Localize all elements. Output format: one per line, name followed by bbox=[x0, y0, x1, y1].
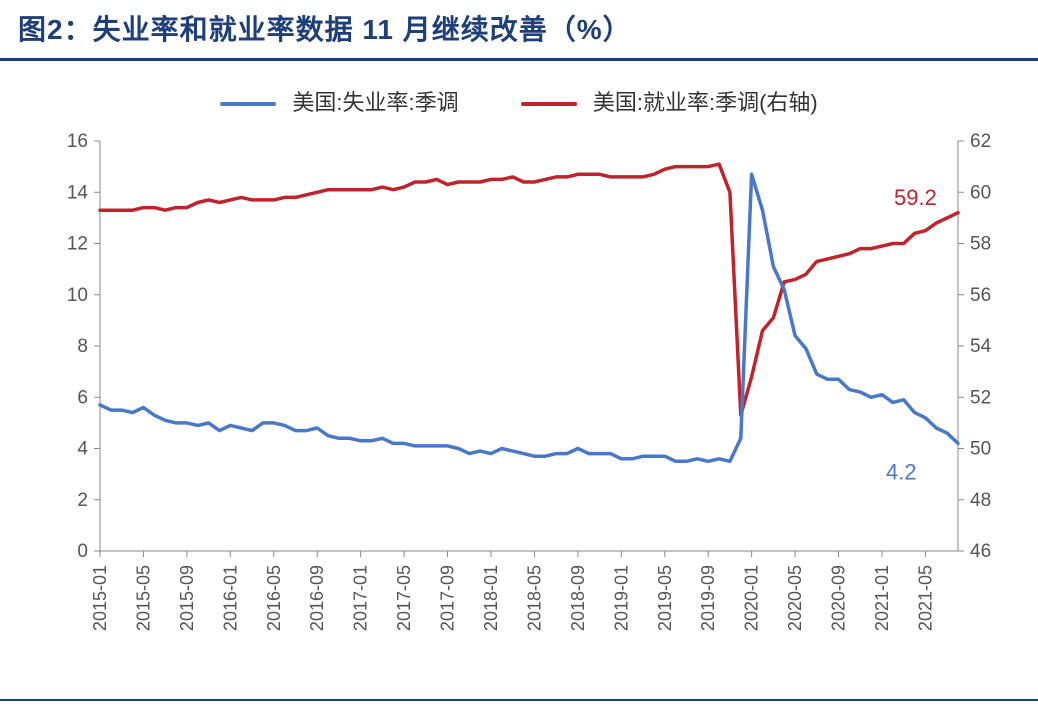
bottom-rule bbox=[0, 699, 1038, 701]
svg-text:2019-01: 2019-01 bbox=[611, 565, 631, 631]
svg-text:6: 6 bbox=[77, 387, 88, 408]
svg-text:62: 62 bbox=[970, 131, 991, 152]
svg-text:60: 60 bbox=[970, 182, 991, 203]
legend-item-unemp: 美国:失业率:季调 bbox=[220, 85, 458, 117]
svg-text:2017-01: 2017-01 bbox=[351, 565, 371, 631]
figure-container: 图2：失业率和就业率数据 11 月继续改善（%） 美国:失业率:季调 美国:就业… bbox=[0, 0, 1038, 712]
svg-text:2020-05: 2020-05 bbox=[785, 565, 805, 631]
figure-title: 图2：失业率和就业率数据 11 月继续改善（%） bbox=[0, 0, 1038, 61]
svg-text:2020-01: 2020-01 bbox=[742, 565, 762, 631]
svg-text:2019-05: 2019-05 bbox=[655, 565, 675, 631]
legend-label-emp: 美国:就业率:季调(右轴) bbox=[593, 90, 818, 115]
legend-swatch-emp bbox=[521, 102, 577, 106]
svg-text:58: 58 bbox=[970, 234, 991, 255]
chart-area: 美国:失业率:季调 美国:就业率:季调(右轴) 0246810121416464… bbox=[0, 61, 1038, 701]
svg-text:12: 12 bbox=[67, 234, 88, 255]
svg-text:2015-05: 2015-05 bbox=[133, 565, 153, 631]
svg-text:2021-01: 2021-01 bbox=[872, 565, 892, 631]
series-unemployment bbox=[100, 174, 958, 461]
svg-text:2016-09: 2016-09 bbox=[307, 565, 327, 631]
svg-text:50: 50 bbox=[970, 439, 991, 460]
svg-text:2018-09: 2018-09 bbox=[568, 565, 588, 631]
x-axis: 2015-01 2015-05 2015-09 2016-01 2016-05 2016-… bbox=[90, 551, 935, 631]
series-employment bbox=[100, 164, 958, 415]
svg-text:2015-01: 2015-01 bbox=[90, 565, 110, 631]
svg-text:2019-09: 2019-09 bbox=[698, 565, 718, 631]
y-axis-right: 46 48 50 52 54 56 58 60 62 bbox=[958, 131, 992, 562]
svg-text:2017-09: 2017-09 bbox=[438, 565, 458, 631]
svg-text:14: 14 bbox=[67, 182, 89, 203]
svg-text:8: 8 bbox=[77, 336, 88, 357]
svg-text:2021-05: 2021-05 bbox=[915, 565, 935, 631]
svg-text:2016-01: 2016-01 bbox=[220, 565, 240, 631]
legend-swatch-unemp bbox=[220, 102, 276, 106]
svg-text:46: 46 bbox=[970, 541, 991, 562]
legend-item-emp: 美国:就业率:季调(右轴) bbox=[521, 85, 818, 117]
svg-text:52: 52 bbox=[970, 387, 991, 408]
line-chart-svg: 02468101214164648505254565860622015-0120… bbox=[0, 61, 1038, 701]
y-axis-left: 0 2 4 6 8 10 12 14 16 bbox=[67, 131, 100, 562]
legend: 美国:失业率:季调 美国:就业率:季调(右轴) bbox=[0, 85, 1038, 117]
svg-text:2: 2 bbox=[77, 490, 88, 511]
svg-text:2016-05: 2016-05 bbox=[264, 565, 284, 631]
svg-text:16: 16 bbox=[67, 131, 88, 152]
svg-text:56: 56 bbox=[970, 285, 991, 306]
data-label-emp: 59.2 bbox=[894, 185, 937, 210]
svg-text:54: 54 bbox=[970, 336, 992, 357]
svg-text:2020-09: 2020-09 bbox=[829, 565, 849, 631]
svg-text:2018-05: 2018-05 bbox=[524, 565, 544, 631]
svg-text:4: 4 bbox=[77, 439, 88, 460]
svg-text:2018-01: 2018-01 bbox=[481, 565, 501, 631]
svg-text:2015-09: 2015-09 bbox=[177, 565, 197, 631]
svg-text:10: 10 bbox=[67, 285, 88, 306]
legend-label-unemp: 美国:失业率:季调 bbox=[292, 90, 458, 115]
svg-text:2017-05: 2017-05 bbox=[394, 565, 414, 631]
svg-text:48: 48 bbox=[970, 490, 991, 511]
data-label-unemp: 4.2 bbox=[886, 459, 917, 484]
svg-text:0: 0 bbox=[77, 541, 88, 562]
